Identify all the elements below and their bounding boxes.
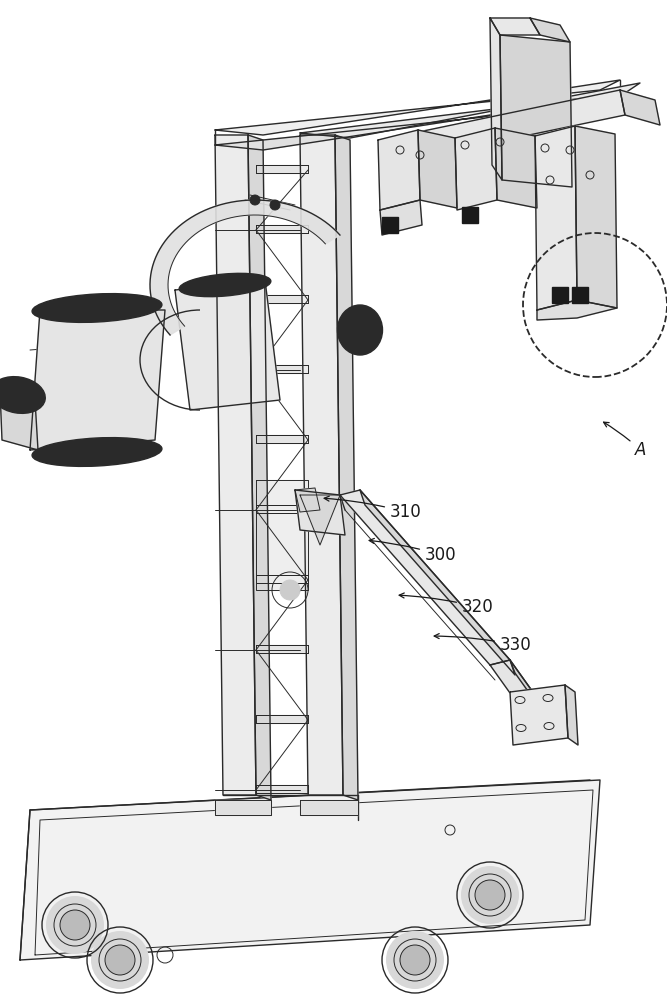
Ellipse shape — [0, 377, 45, 413]
Polygon shape — [256, 715, 308, 723]
Circle shape — [461, 866, 519, 924]
Polygon shape — [380, 200, 422, 235]
Ellipse shape — [32, 438, 162, 466]
Polygon shape — [510, 685, 568, 745]
Polygon shape — [565, 685, 578, 745]
Polygon shape — [495, 128, 537, 208]
Polygon shape — [215, 95, 620, 150]
Polygon shape — [256, 505, 308, 513]
Text: 300: 300 — [369, 538, 457, 564]
Bar — [462, 207, 478, 223]
Circle shape — [400, 945, 430, 975]
Polygon shape — [30, 310, 165, 450]
Polygon shape — [215, 800, 271, 815]
Ellipse shape — [179, 273, 271, 297]
Text: 310: 310 — [324, 496, 422, 521]
Polygon shape — [295, 488, 320, 512]
Polygon shape — [175, 280, 280, 410]
Polygon shape — [335, 135, 358, 800]
Circle shape — [270, 200, 280, 210]
Polygon shape — [256, 435, 308, 443]
Text: A: A — [604, 422, 646, 459]
Polygon shape — [256, 480, 308, 590]
Text: 320: 320 — [399, 593, 494, 616]
Polygon shape — [300, 135, 343, 795]
Polygon shape — [300, 83, 640, 138]
Polygon shape — [535, 126, 577, 310]
Bar — [552, 287, 568, 303]
Ellipse shape — [32, 294, 162, 322]
Circle shape — [250, 195, 260, 205]
Polygon shape — [510, 660, 540, 708]
Polygon shape — [295, 490, 345, 535]
Polygon shape — [215, 135, 256, 795]
Polygon shape — [380, 90, 625, 165]
Polygon shape — [500, 35, 572, 187]
Polygon shape — [0, 390, 38, 450]
Polygon shape — [418, 130, 457, 208]
Polygon shape — [256, 225, 308, 233]
Polygon shape — [620, 90, 660, 125]
Polygon shape — [530, 18, 570, 42]
Polygon shape — [360, 490, 515, 675]
Circle shape — [60, 910, 90, 940]
Text: 330: 330 — [434, 634, 532, 654]
Polygon shape — [490, 660, 535, 700]
Polygon shape — [490, 18, 540, 35]
Polygon shape — [20, 780, 600, 960]
Circle shape — [105, 945, 135, 975]
Polygon shape — [256, 575, 308, 583]
Bar — [572, 287, 588, 303]
Ellipse shape — [338, 305, 382, 355]
Polygon shape — [455, 128, 497, 210]
Circle shape — [46, 896, 104, 954]
Polygon shape — [378, 130, 420, 210]
Circle shape — [386, 931, 444, 989]
Polygon shape — [150, 200, 340, 335]
Polygon shape — [256, 645, 308, 653]
Polygon shape — [215, 80, 620, 135]
Circle shape — [91, 931, 149, 989]
Polygon shape — [256, 785, 308, 793]
Polygon shape — [248, 135, 271, 800]
Polygon shape — [256, 295, 308, 303]
Circle shape — [475, 880, 505, 910]
Polygon shape — [340, 490, 510, 665]
Polygon shape — [490, 18, 502, 180]
Polygon shape — [537, 300, 617, 320]
Polygon shape — [256, 165, 308, 173]
Circle shape — [280, 580, 300, 600]
Polygon shape — [575, 126, 617, 308]
Polygon shape — [300, 495, 340, 545]
Polygon shape — [256, 365, 308, 373]
Bar — [382, 217, 398, 233]
Polygon shape — [300, 800, 358, 815]
